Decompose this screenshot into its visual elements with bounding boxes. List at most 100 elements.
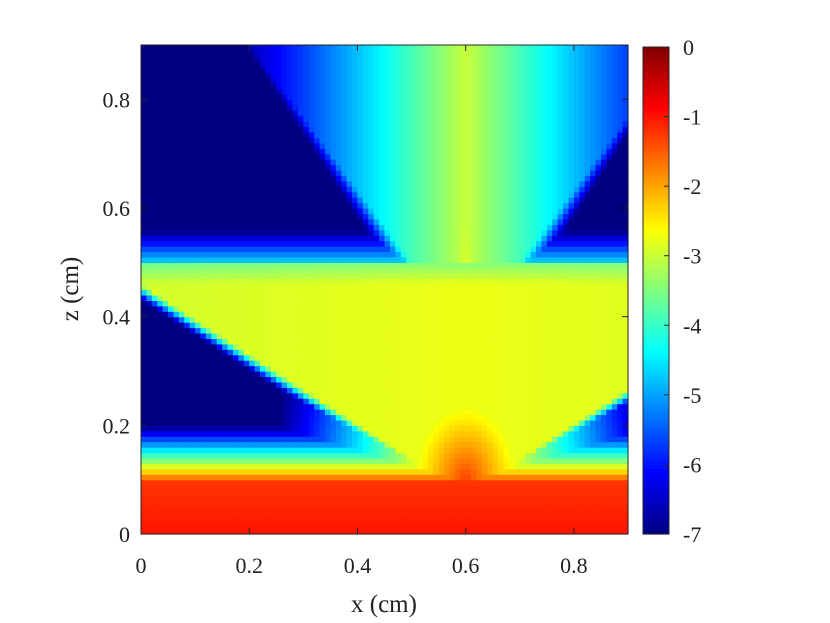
- heatmap-cell: [546, 517, 553, 524]
- heatmap-cell: [205, 229, 212, 236]
- heatmap-cell: [184, 273, 191, 280]
- heatmap-cell: [260, 523, 267, 530]
- heatmap-cell: [611, 262, 618, 269]
- heatmap-cell: [590, 256, 597, 263]
- heatmap-cell: [330, 501, 337, 508]
- heatmap-cell: [492, 371, 499, 378]
- heatmap-cell: [400, 376, 407, 383]
- heatmap-cell: [492, 447, 499, 454]
- heatmap-cell: [341, 349, 348, 356]
- heatmap-cell: [568, 463, 575, 470]
- heatmap-cell: [205, 294, 212, 301]
- heatmap-cell: [600, 349, 607, 356]
- heatmap-cell: [508, 523, 515, 530]
- heatmap-cell: [195, 235, 202, 242]
- heatmap-cell: [319, 360, 326, 367]
- heatmap-cell: [481, 316, 488, 323]
- heatmap-cell: [557, 289, 564, 296]
- heatmap-cell: [606, 512, 613, 519]
- heatmap-cell: [503, 447, 510, 454]
- heatmap-cell: [400, 251, 407, 258]
- heatmap-cell: [292, 338, 299, 345]
- heatmap-cell: [211, 381, 218, 388]
- heatmap-cell: [254, 447, 261, 454]
- heatmap-cell: [508, 322, 515, 329]
- heatmap-cell: [178, 332, 185, 339]
- heatmap-cell: [438, 300, 445, 307]
- heatmap-cell: [568, 452, 575, 459]
- heatmap-cell: [216, 376, 223, 383]
- heatmap-cell: [270, 463, 277, 470]
- heatmap-cell: [205, 485, 212, 492]
- heatmap-cell: [281, 485, 288, 492]
- heatmap-cell: [276, 447, 283, 454]
- heatmap-cell: [141, 501, 148, 508]
- heatmap-cell: [519, 495, 526, 502]
- heatmap-cell: [227, 365, 234, 372]
- heatmap-cell: [195, 343, 202, 350]
- heatmap-cell: [590, 474, 597, 481]
- heatmap-cell: [514, 528, 521, 535]
- heatmap-cell: [438, 235, 445, 242]
- heatmap-cell: [460, 371, 467, 378]
- heatmap-cell: [362, 278, 369, 285]
- heatmap-cell: [481, 485, 488, 492]
- heatmap-cell: [157, 327, 164, 334]
- heatmap-cell: [400, 381, 407, 388]
- heatmap-cell: [416, 463, 423, 470]
- heatmap-cell: [568, 430, 575, 437]
- heatmap-cell: [487, 490, 494, 497]
- heatmap-cell: [568, 495, 575, 502]
- heatmap-cell: [216, 490, 223, 497]
- heatmap-cell: [438, 349, 445, 356]
- heatmap-cell: [595, 273, 602, 280]
- heatmap-cell: [200, 512, 207, 519]
- heatmap-cell: [141, 387, 148, 394]
- heatmap-cell: [433, 365, 440, 372]
- heatmap-cell: [319, 501, 326, 508]
- heatmap-cell: [622, 246, 629, 253]
- heatmap-cell: [260, 485, 267, 492]
- heatmap-cell: [563, 414, 570, 421]
- heatmap-cell: [465, 425, 472, 432]
- heatmap-cell: [308, 322, 315, 329]
- heatmap-cell: [195, 278, 202, 285]
- heatmap-cell: [232, 414, 239, 421]
- heatmap-cell: [243, 376, 250, 383]
- heatmap-cell: [611, 436, 618, 443]
- heatmap-cell: [195, 327, 202, 334]
- heatmap-cell: [611, 441, 618, 448]
- heatmap-cell: [622, 235, 629, 242]
- heatmap-cell: [503, 262, 510, 269]
- heatmap-cell: [465, 349, 472, 356]
- heatmap-cell: [411, 284, 418, 291]
- heatmap-cell: [449, 349, 456, 356]
- heatmap-cell: [222, 425, 229, 432]
- heatmap-cell: [373, 398, 380, 405]
- heatmap-cell: [162, 305, 169, 312]
- heatmap-cell: [368, 414, 375, 421]
- heatmap-cell: [389, 349, 396, 356]
- heatmap-cell: [195, 485, 202, 492]
- heatmap-cell: [552, 322, 559, 329]
- heatmap-cell: [178, 528, 185, 535]
- heatmap-cell: [427, 322, 434, 329]
- heatmap-cell: [368, 251, 375, 258]
- heatmap-cell: [357, 403, 364, 410]
- heatmap-cell: [552, 419, 559, 426]
- heatmap-cell: [492, 365, 499, 372]
- heatmap-cell: [292, 332, 299, 339]
- heatmap-cell: [308, 517, 315, 524]
- heatmap-cell: [492, 381, 499, 388]
- heatmap-cell: [384, 425, 391, 432]
- heatmap-cell: [341, 387, 348, 394]
- heatmap-cell: [595, 387, 602, 394]
- heatmap-cell: [573, 240, 580, 247]
- heatmap-cell: [297, 495, 304, 502]
- heatmap-cell: [346, 240, 353, 247]
- heatmap-cell: [287, 452, 294, 459]
- heatmap-cell: [595, 262, 602, 269]
- heatmap-cell: [254, 523, 261, 530]
- heatmap-cell: [243, 517, 250, 524]
- heatmap-cell: [260, 289, 267, 296]
